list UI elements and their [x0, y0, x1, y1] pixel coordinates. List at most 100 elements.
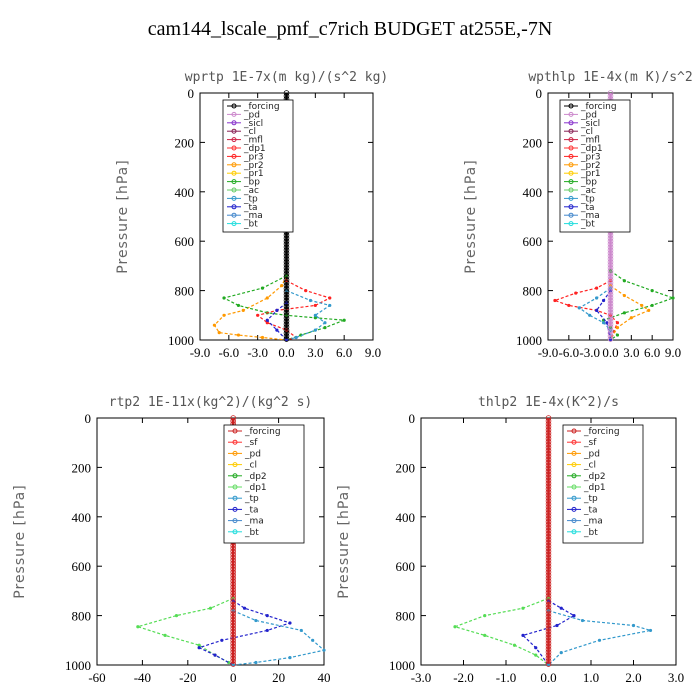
- forcing-marker: [283, 232, 290, 239]
- data-point: [647, 308, 651, 312]
- legend-marker: [568, 137, 574, 143]
- legend-entry: _bt: [580, 220, 595, 230]
- forcing-marker: [545, 607, 552, 614]
- data-point: [304, 289, 308, 293]
- forcing-marker: [230, 625, 237, 632]
- forcing-marker: [230, 616, 237, 623]
- data-point: [608, 338, 613, 342]
- panel-title: wpthlp 1E-4x(m K)/s^2: [528, 70, 692, 85]
- legend-entry: _tp: [580, 194, 595, 204]
- data-point: [260, 286, 265, 290]
- legend-marker: [231, 137, 237, 143]
- data-point: [275, 328, 279, 332]
- legend-marker: [232, 484, 238, 490]
- data-point: [534, 653, 538, 657]
- legend-entry: _cl: [583, 461, 596, 471]
- forcing-marker: [607, 279, 614, 286]
- legend-entry: _pd: [583, 449, 600, 459]
- forcing-marker: [545, 530, 552, 537]
- forcing-marker: [607, 259, 614, 265]
- plot-frame: [96, 417, 325, 666]
- y-tick-label: 1000: [168, 333, 194, 348]
- data-point: [254, 618, 258, 623]
- legend-entry: _dp1: [244, 483, 267, 493]
- x-tick-label: 2.0: [625, 670, 641, 685]
- x-tick-label: -6.0: [219, 345, 240, 360]
- series-line: [553, 280, 619, 341]
- x-tick-label: 0: [230, 670, 237, 685]
- data-point: [236, 303, 241, 308]
- forcing-marker: [545, 634, 552, 641]
- legend-entry: _mfl: [580, 136, 600, 146]
- forcing-marker: [230, 652, 237, 658]
- forcing-marker: [545, 655, 552, 661]
- legend-entry: _dp2: [583, 472, 606, 482]
- data-point: [308, 298, 313, 303]
- data-point: [328, 303, 332, 308]
- legend-marker: [568, 195, 574, 201]
- y-tick-label: 200: [396, 460, 416, 475]
- forcing-marker: [545, 474, 552, 481]
- forcing-marker: [545, 513, 552, 519]
- forcing-marker: [545, 596, 552, 602]
- forcing-marker: [230, 634, 237, 641]
- legend-marker: [571, 450, 577, 456]
- forcing-marker: [230, 572, 237, 578]
- legend-marker: [568, 111, 574, 117]
- forcing-marker: [545, 435, 552, 442]
- forcing-marker: [283, 315, 290, 322]
- forcing-marker: [230, 587, 237, 593]
- forcing-marker: [607, 321, 614, 327]
- forcing-marker: [545, 518, 552, 525]
- data-point: [622, 311, 626, 315]
- legend-entry: _tp: [244, 494, 259, 504]
- data-point: [572, 614, 576, 618]
- forcing-marker: [283, 253, 290, 259]
- legend: _forcing_pd_sicl_cl_mfl_dp1_pr3_pr2_pr1_…: [222, 99, 294, 233]
- legend-marker: [571, 518, 577, 524]
- forcing-marker: [545, 616, 552, 623]
- forcing-marker: [283, 268, 290, 274]
- data-point: [313, 303, 317, 308]
- forcing-marker: [283, 235, 290, 242]
- legend-marker: [231, 179, 237, 185]
- legend-marker: [568, 204, 574, 210]
- legend: _forcing_pd_sicl_cl_mfl_dp1_pr3_pr2_pr1_…: [559, 99, 631, 233]
- data-point: [650, 289, 654, 293]
- data-point: [453, 625, 457, 629]
- series-line: [256, 280, 332, 341]
- legend-entry: _bt: [243, 220, 258, 230]
- panel-title: thlp2 1E-4x(K^2)/s: [478, 395, 619, 410]
- legend-entry: _sf: [583, 438, 597, 448]
- data-point: [254, 660, 258, 665]
- forcing-marker: [607, 330, 614, 336]
- legend-marker: [231, 204, 237, 210]
- series-line: [602, 270, 675, 341]
- forcing-marker: [230, 590, 237, 596]
- legend-entry: _dp1: [580, 144, 603, 154]
- legend-entry: _pr3: [243, 152, 264, 162]
- data-point: [208, 606, 213, 610]
- forcing-marker: [545, 575, 552, 581]
- forcing-marker: [545, 637, 552, 644]
- legend-box: [559, 99, 631, 233]
- legend-marker: [568, 162, 574, 168]
- forcing-marker: [545, 415, 552, 421]
- legend-entry: _pd: [244, 449, 261, 459]
- x-tick-label: 3.0: [668, 670, 684, 685]
- forcing-marker: [545, 533, 552, 540]
- x-tick-label: -6.0: [559, 345, 580, 360]
- data-point: [280, 284, 284, 288]
- legend-entry: _sicl: [580, 119, 600, 129]
- data-point: [546, 663, 551, 667]
- chart-panel-1: wprtp 1E-7x(m kg)/(s^2 kg) Pressure [hPa]…: [115, 70, 388, 360]
- data-point: [555, 623, 559, 628]
- legend-entry: _ta: [243, 203, 258, 213]
- legend-marker: [232, 495, 238, 501]
- forcing-marker: [545, 578, 552, 584]
- legend-marker: [571, 506, 577, 512]
- legend-marker: [232, 506, 238, 512]
- forcing-marker: [545, 625, 552, 632]
- data-point: [483, 614, 487, 618]
- forcing-marker: [545, 471, 552, 478]
